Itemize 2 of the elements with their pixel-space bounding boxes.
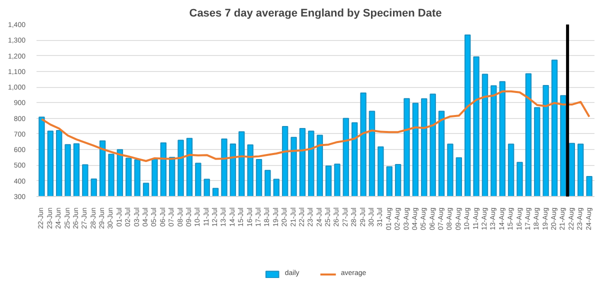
chart-title: Cases 7 day average England by Specimen Date: [189, 8, 442, 20]
line-series: [40, 90, 590, 162]
